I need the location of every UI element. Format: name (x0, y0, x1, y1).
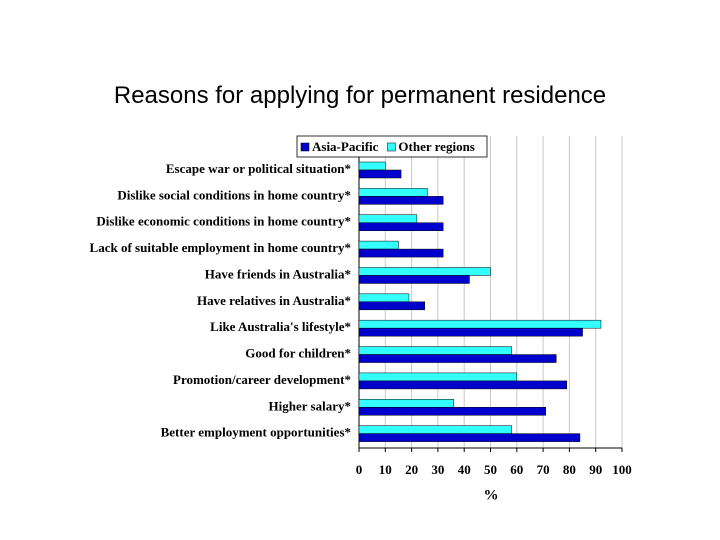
y-tick-label: Dislike social conditions in home countr… (117, 187, 351, 202)
legend-label: Other regions (398, 139, 474, 154)
x-tick-label: 40 (458, 462, 471, 477)
bar (358, 319, 602, 329)
bar (358, 240, 399, 250)
bar (358, 161, 386, 171)
x-tick-label: 10 (379, 462, 392, 477)
bar (358, 169, 402, 179)
x-axis-label: % (484, 487, 499, 503)
legend-swatch (300, 142, 310, 152)
y-tick-label: Lack of suitable employment in home coun… (90, 240, 351, 255)
bar (358, 301, 425, 311)
bar (358, 372, 518, 382)
x-tick-label: 100 (612, 462, 632, 477)
x-tick-label: 20 (405, 462, 418, 477)
bar (358, 346, 512, 355)
x-tick-label: 0 (356, 462, 363, 477)
y-tick-label: Have friends in Australia* (205, 266, 351, 281)
y-tick-label: Promotion/career development* (173, 372, 351, 387)
bar (358, 399, 454, 408)
x-tick-label: 30 (431, 462, 444, 477)
bar (358, 196, 444, 205)
x-tick-label: 90 (589, 462, 602, 477)
bar (358, 214, 418, 223)
x-tick-label: 70 (537, 462, 550, 477)
chart-title: Reasons for applying for permanent resid… (114, 82, 606, 109)
bar (358, 293, 410, 303)
x-tick-label: 60 (510, 462, 523, 477)
bar (358, 188, 428, 197)
y-tick-label: Dislike economic conditions in home coun… (96, 214, 351, 229)
bar (358, 222, 444, 231)
bar (358, 327, 583, 337)
y-tick-label: Good for children* (245, 346, 351, 361)
bar (358, 354, 557, 363)
bar (358, 425, 512, 434)
x-tick-label: 80 (563, 462, 576, 477)
bar (358, 248, 444, 258)
y-tick-label: Higher salary* (269, 398, 351, 413)
bar (358, 380, 568, 390)
bar (358, 267, 491, 276)
y-tick-label: Like Australia's lifestyle* (210, 319, 351, 334)
legend-swatch (387, 142, 396, 152)
y-tick-label: Escape war or political situation* (166, 161, 351, 176)
y-tick-label: Better employment opportunities* (161, 425, 351, 440)
legend-label: Asia-Pacific (312, 139, 379, 154)
bar (358, 433, 581, 442)
bar (358, 275, 470, 284)
y-tick-label: Have relatives in Australia* (197, 293, 351, 308)
bar (358, 407, 546, 416)
x-tick-label: 50 (484, 462, 497, 477)
